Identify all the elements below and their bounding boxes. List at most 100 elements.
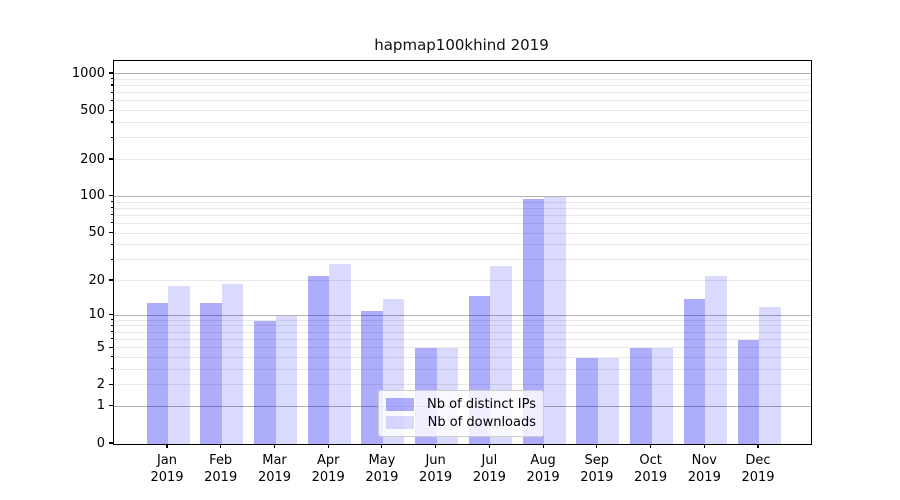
y-minor-tick-3 bbox=[110, 368, 113, 370]
bar-nb-of-downloads-aug bbox=[544, 196, 566, 444]
y-minor-tick-7 bbox=[110, 331, 113, 333]
gridline-9 bbox=[114, 319, 811, 321]
gridline-2 bbox=[114, 384, 811, 386]
y-minor-tick-60 bbox=[110, 222, 113, 224]
y-tick-label: 1000 bbox=[71, 65, 105, 81]
x-tick-mar bbox=[273, 444, 276, 449]
gridline-5 bbox=[114, 347, 811, 349]
gridline-900 bbox=[114, 78, 811, 80]
x-tick-label-may: May 2019 bbox=[355, 452, 409, 486]
x-label-month: Dec bbox=[745, 453, 771, 468]
chart-title: hapmap100khind 2019 bbox=[374, 36, 549, 54]
y-minor-tick-9 bbox=[110, 319, 113, 321]
x-label-year: 2019 bbox=[472, 470, 506, 485]
y-tick-label: 200 bbox=[80, 151, 105, 167]
x-label-year: 2019 bbox=[419, 470, 453, 485]
y-minor-tick-600 bbox=[110, 99, 113, 101]
bar-nb-of-distinct-ips-nov bbox=[683, 299, 706, 444]
y-minor-tick-90 bbox=[110, 200, 113, 203]
bar-nb-of-downloads-nov bbox=[705, 276, 727, 444]
legend-label: Nb of downloads bbox=[427, 415, 536, 431]
bar-nb-of-distinct-ips-oct bbox=[630, 348, 652, 444]
legend-swatch-icon bbox=[386, 397, 414, 411]
y-minor-tick-4 bbox=[110, 356, 113, 358]
x-label-year: 2019 bbox=[687, 470, 721, 485]
x-tick-label-jul: Jul 2019 bbox=[462, 452, 516, 486]
y-tick-200 bbox=[109, 158, 113, 160]
x-tick-sep bbox=[596, 444, 598, 449]
y-minor-tick-800 bbox=[110, 84, 113, 86]
x-label-year: 2019 bbox=[311, 470, 345, 485]
bar-nb-of-downloads-sep bbox=[597, 357, 620, 444]
y-tick-50 bbox=[109, 231, 113, 234]
x-label-month: Oct bbox=[639, 453, 662, 468]
gridline-90 bbox=[114, 201, 811, 203]
bar-nb-of-distinct-ips-feb bbox=[200, 302, 222, 444]
x-label-month: Jan bbox=[156, 453, 178, 468]
x-tick-dec bbox=[757, 444, 759, 449]
gridline-50 bbox=[114, 232, 811, 234]
x-tick-label-jun: Jun 2019 bbox=[409, 452, 463, 486]
y-tick-1000 bbox=[109, 72, 113, 74]
bar-nb-of-downloads-oct bbox=[651, 348, 674, 444]
y-tick-20 bbox=[109, 279, 113, 281]
y-tick-label: 10 bbox=[88, 307, 105, 323]
x-tick-label-feb: Feb 2019 bbox=[194, 452, 248, 486]
x-label-year: 2019 bbox=[580, 470, 614, 485]
x-tick-label-nov: Nov 2019 bbox=[677, 452, 731, 486]
bar-nb-of-distinct-ips-mar bbox=[254, 320, 276, 444]
y-tick-10 bbox=[109, 314, 113, 316]
bar-nb-of-downloads-mar bbox=[275, 315, 297, 444]
gridline-60 bbox=[114, 222, 811, 224]
y-minor-tick-700 bbox=[110, 91, 113, 93]
bar-nb-of-distinct-ips-aug bbox=[522, 199, 545, 444]
gridline-3 bbox=[114, 368, 811, 370]
x-tick-label-dec: Dec 2019 bbox=[731, 452, 785, 486]
bar-nb-of-distinct-ips-dec bbox=[737, 339, 759, 444]
x-tick-jan bbox=[166, 444, 168, 449]
x-tick-label-mar: Mar 2019 bbox=[248, 452, 302, 486]
y-tick-label: 0 bbox=[96, 435, 105, 451]
x-tick-aug bbox=[542, 444, 544, 449]
bar-nb-of-distinct-ips-apr bbox=[307, 276, 330, 444]
y-minor-tick-300 bbox=[110, 136, 113, 138]
x-tick-label-apr: Apr 2019 bbox=[301, 452, 355, 486]
gridline-600 bbox=[114, 100, 811, 102]
y-tick-label: 2 bbox=[96, 376, 105, 392]
gridline-500 bbox=[114, 110, 811, 112]
bar-nb-of-distinct-ips-sep bbox=[576, 357, 598, 444]
x-tick-label-jan: Jan 2019 bbox=[140, 452, 194, 486]
gridline-200 bbox=[114, 159, 811, 160]
gridline-6 bbox=[114, 338, 811, 340]
gridline-300 bbox=[114, 137, 811, 139]
legend-entry: Nb of distinct IPs bbox=[386, 397, 536, 412]
y-tick-1 bbox=[109, 405, 113, 407]
gridline-10 bbox=[114, 314, 811, 316]
bar-nb-of-distinct-ips-may bbox=[361, 310, 383, 444]
y-minor-tick-70 bbox=[110, 214, 113, 216]
gridline-4 bbox=[114, 356, 811, 358]
y-tick-label: 1 bbox=[96, 398, 105, 414]
bar-nb-of-downloads-feb bbox=[221, 283, 244, 444]
legend-entry: Nb of downloads bbox=[386, 415, 536, 430]
y-tick-500 bbox=[109, 109, 113, 111]
gridline-400 bbox=[114, 122, 811, 123]
y-tick-0 bbox=[109, 442, 113, 444]
bar-nb-of-downloads-apr bbox=[329, 263, 351, 444]
x-label-year: 2019 bbox=[634, 470, 668, 485]
x-tick-label-sep: Sep 2019 bbox=[570, 452, 624, 486]
x-tick-oct bbox=[650, 444, 652, 449]
x-label-month: Nov bbox=[691, 453, 717, 468]
y-tick-2 bbox=[109, 383, 113, 385]
x-label-year: 2019 bbox=[257, 470, 292, 485]
gridline-700 bbox=[114, 92, 811, 94]
y-minor-tick-80 bbox=[110, 207, 113, 209]
x-label-month: Jun bbox=[425, 453, 446, 468]
y-minor-tick-400 bbox=[110, 121, 113, 123]
gridline-20 bbox=[114, 280, 811, 281]
y-minor-tick-6 bbox=[110, 338, 113, 340]
legend: Nb of distinct IPs Nb of downloads bbox=[378, 390, 544, 437]
bar-nb-of-distinct-ips-jan bbox=[146, 302, 168, 444]
y-minor-tick-900 bbox=[110, 78, 113, 80]
x-label-year: 2019 bbox=[204, 470, 238, 485]
